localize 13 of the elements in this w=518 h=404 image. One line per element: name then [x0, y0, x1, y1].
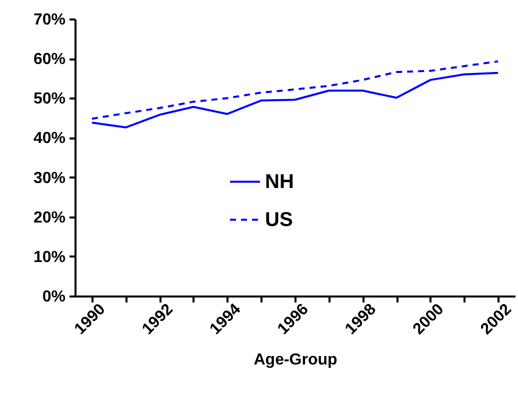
y-tick-label: 0%: [42, 288, 66, 306]
legend-label: NH: [265, 170, 294, 193]
x-axis-title: Age-Group: [254, 351, 338, 368]
y-tick-label: 40%: [33, 130, 66, 148]
y-tick-label: 60%: [33, 51, 66, 68]
y-tick-label: 50%: [33, 90, 66, 108]
legend-label: US: [265, 208, 293, 231]
line-series: [90, 72, 500, 128]
y-tick-label: 10%: [33, 248, 66, 266]
y-tick-label: 30%: [33, 170, 66, 187]
y-tick-label: 20%: [33, 209, 66, 226]
y-tick-label: 70%: [33, 12, 66, 28]
line-series: [90, 60, 500, 120]
